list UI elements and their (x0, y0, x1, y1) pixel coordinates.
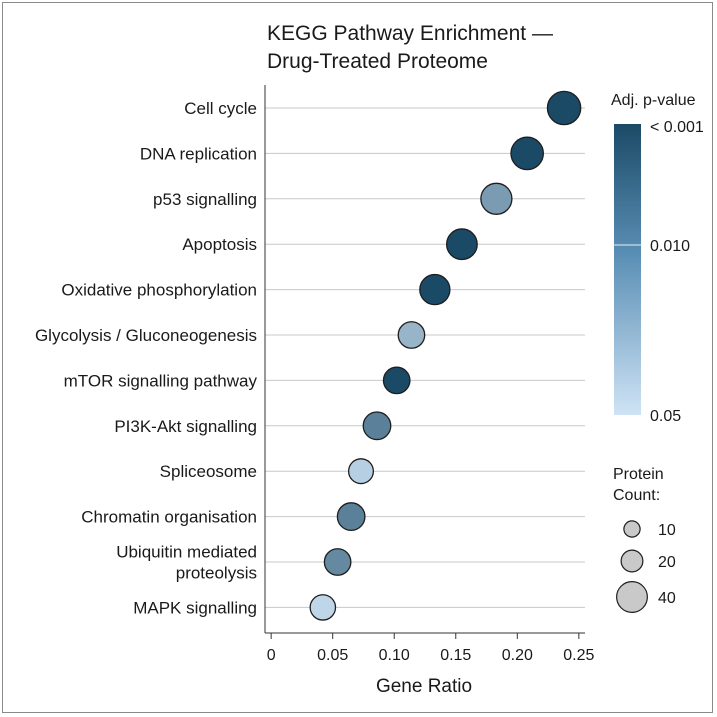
data-points (309, 90, 582, 621)
size-legend-label: 10 (658, 522, 676, 539)
x-tick-label: 0.10 (379, 647, 410, 664)
data-point (480, 182, 513, 215)
category-label: MAPK signalling (133, 598, 257, 617)
category-label: p53 signalling (153, 190, 257, 209)
x-tick-label: 0 (267, 647, 276, 664)
x-tick-label: 0.20 (502, 647, 533, 664)
data-point (309, 594, 337, 621)
chart-title-line-1: KEGG Pathway Enrichment — (267, 22, 553, 45)
data-point (362, 411, 392, 441)
category-label: Glycolysis / Gluconeogenesis (35, 326, 257, 345)
data-point (546, 90, 582, 126)
x-ticks: 0 0.05 0.10 0.15 0.20 0.25 (267, 633, 595, 664)
size-legend-circle (620, 549, 644, 573)
data-point (336, 502, 366, 532)
color-legend-label-high: 0.05 (650, 408, 681, 425)
size-legend-circle (616, 581, 648, 613)
data-point (397, 321, 426, 349)
category-label: mTOR signalling pathway (64, 371, 258, 390)
size-legend-label: 40 (658, 590, 676, 607)
data-point (510, 136, 545, 171)
x-tick-label: 0.05 (317, 647, 348, 664)
size-legend-label: 20 (658, 554, 676, 571)
data-point (445, 228, 478, 261)
data-point (419, 273, 451, 306)
size-legend-title-line-1: Protein (613, 466, 664, 483)
data-point (382, 366, 411, 395)
category-label: DNA replication (140, 144, 257, 163)
color-legend-label-low: < 0.001 (650, 119, 704, 136)
category-label: proteolysis (176, 564, 257, 583)
category-label: Chromatin organisation (81, 508, 257, 527)
size-legend-title-line-2: Count: (613, 487, 660, 504)
category-label: PI3K-Akt signalling (114, 417, 257, 436)
size-legend: 10 20 40 (616, 520, 676, 613)
size-legend-circle (623, 520, 641, 538)
x-tick-label: 0.15 (440, 647, 471, 664)
category-label: Ubiquitin mediated (116, 543, 257, 562)
color-legend-label-mid: 0.010 (650, 238, 690, 255)
data-point (347, 458, 375, 485)
gridlines (265, 107, 585, 608)
category-label: Spliceosome (160, 462, 257, 481)
category-label: Oxidative phosphorylation (61, 281, 257, 300)
category-label: Apoptosis (182, 235, 257, 254)
x-tick-label: 0.25 (563, 647, 594, 664)
color-legend-bar (614, 124, 641, 415)
chart-title-line-2: Drug-Treated Proteome (267, 50, 488, 73)
data-point (323, 548, 352, 576)
x-axis-title: Gene Ratio (376, 676, 472, 697)
color-legend-title: Adj. p-value (611, 92, 696, 109)
category-label: Cell cycle (184, 99, 257, 118)
category-labels: Cell cycle DNA replication p53 signalling A… (35, 99, 258, 617)
